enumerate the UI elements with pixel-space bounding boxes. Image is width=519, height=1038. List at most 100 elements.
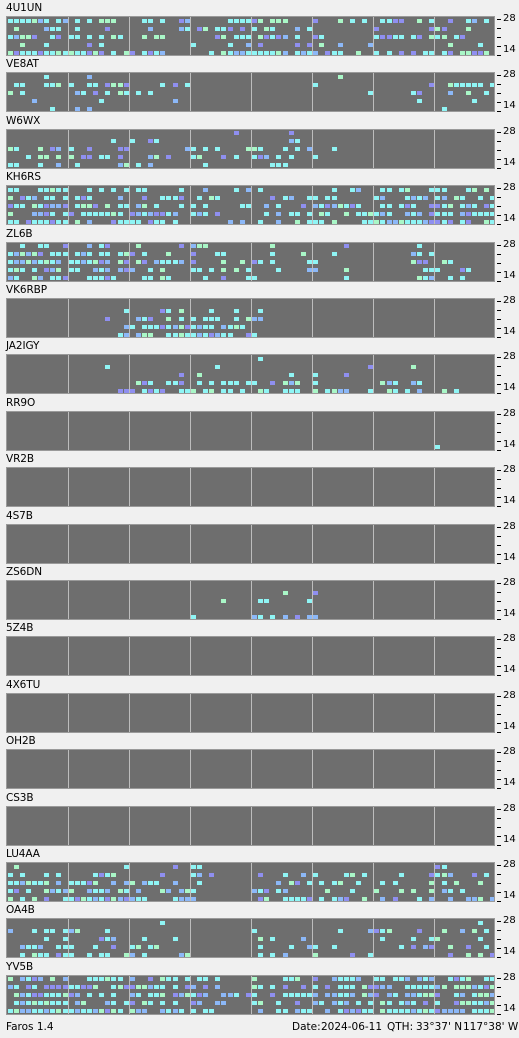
beacon-callsign: 4X6TU	[6, 678, 41, 691]
signal-cell	[429, 880, 435, 885]
axis-tick	[497, 544, 501, 546]
signal-cell	[435, 211, 441, 216]
signal-cell	[245, 18, 251, 23]
signal-cell	[19, 90, 25, 95]
hour-gridline	[434, 468, 435, 507]
hour-gridline	[373, 693, 374, 732]
signal-cell	[38, 219, 44, 224]
signal-cell	[343, 211, 349, 216]
signal-cell	[313, 977, 319, 982]
signal-cell	[184, 888, 190, 893]
signal-cell	[123, 985, 129, 990]
signal-cell	[288, 372, 294, 377]
signal-cell	[410, 211, 416, 216]
signal-cell	[459, 977, 465, 982]
axis-label-28: 28	[503, 577, 516, 588]
signal-cell	[380, 985, 386, 990]
signal-cell	[343, 203, 349, 208]
signal-cell	[337, 1001, 343, 1006]
signal-cell	[99, 896, 105, 901]
axis-label-28: 28	[503, 351, 516, 363]
signal-cell	[80, 211, 86, 216]
signal-cell	[313, 219, 319, 224]
signal-cell	[459, 34, 465, 39]
signal-cell	[392, 34, 398, 39]
signal-cell	[294, 993, 300, 998]
signal-cell	[123, 187, 129, 192]
signal-cell	[252, 18, 257, 23]
signal-cell	[129, 880, 135, 885]
axis-tick	[497, 619, 501, 620]
signal-cell	[447, 1009, 453, 1014]
signal-cell	[441, 1009, 447, 1014]
signal-cell	[74, 163, 80, 168]
signal-cell	[154, 155, 160, 160]
signal-cell	[7, 203, 13, 208]
axis-tick	[497, 930, 501, 932]
signal-cell	[105, 888, 111, 893]
signal-cell	[166, 155, 172, 160]
hour-gridline	[129, 242, 130, 281]
signal-cell	[154, 985, 160, 990]
signal-cell	[258, 936, 264, 941]
signal-cell	[203, 187, 209, 192]
signal-cell	[13, 203, 19, 208]
signal-cell	[178, 203, 184, 208]
signal-cell	[258, 952, 264, 957]
signal-cell	[166, 211, 172, 216]
signal-cell	[142, 34, 147, 39]
hour-gridline	[190, 806, 191, 845]
signal-cell	[154, 993, 160, 998]
signal-cell	[294, 380, 300, 385]
signal-cell	[111, 139, 117, 144]
signal-cell	[441, 34, 447, 39]
hour-gridline	[251, 806, 252, 845]
signal-cell	[386, 203, 392, 208]
signal-cell	[74, 260, 80, 265]
signal-cell	[56, 252, 62, 257]
signal-cell	[264, 598, 270, 603]
signal-cell	[19, 880, 25, 885]
signal-cell	[68, 50, 74, 55]
axis-tick	[497, 939, 501, 941]
signal-cell	[135, 380, 141, 385]
hour-gridline	[251, 524, 252, 563]
signal-cell	[117, 34, 123, 39]
signal-cell	[276, 211, 282, 216]
axis-tick	[497, 704, 501, 706]
band-axis: 28 14	[497, 14, 519, 56]
signal-cell	[154, 50, 160, 55]
signal-cell	[13, 82, 19, 87]
band-activity-grid	[6, 749, 495, 790]
axis-tick	[497, 713, 501, 715]
signal-cell	[62, 203, 68, 208]
signal-cell	[423, 195, 429, 200]
signal-cell	[423, 219, 429, 224]
signal-cell	[111, 82, 117, 87]
signal-cell	[417, 896, 422, 901]
signal-cell	[172, 977, 178, 982]
signal-cell	[25, 888, 31, 893]
beacon-yv5b: YV5B 28 14	[0, 960, 519, 1016]
signal-cell	[13, 163, 19, 168]
signal-cell	[13, 268, 19, 273]
signal-cell	[404, 1001, 410, 1006]
signal-cell	[38, 252, 44, 257]
signal-cell	[99, 936, 105, 941]
signal-cell	[447, 42, 453, 47]
signal-cell	[19, 872, 25, 877]
signal-cell	[233, 993, 239, 998]
signal-cell	[307, 219, 312, 224]
signal-cell	[423, 50, 429, 55]
signal-cell	[227, 324, 233, 329]
signal-cell	[245, 316, 251, 321]
signal-cell	[288, 131, 294, 136]
signal-cell	[93, 82, 99, 87]
beacon-oh2b: OH2B 28 14	[0, 734, 519, 790]
signal-cell	[404, 977, 410, 982]
signal-cell	[227, 26, 233, 31]
axis-tick	[497, 149, 501, 151]
signal-cell	[166, 195, 172, 200]
signal-cell	[325, 1009, 331, 1014]
signal-cell	[13, 187, 19, 192]
